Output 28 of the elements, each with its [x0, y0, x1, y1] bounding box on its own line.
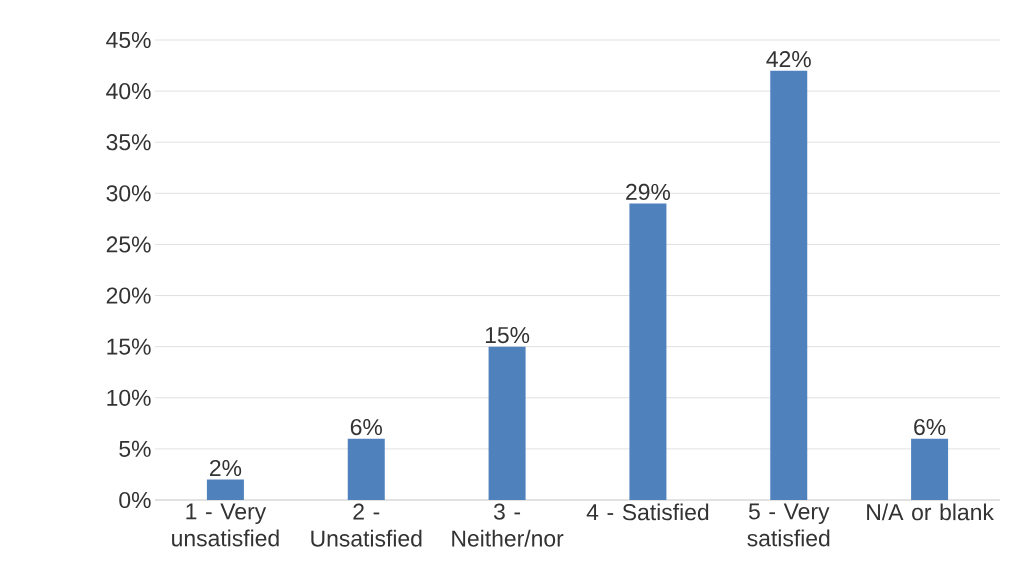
y-tick-label: 5% — [119, 440, 151, 457]
data-label: 6% — [914, 418, 946, 436]
y-tick-label: 30% — [106, 185, 151, 202]
bar — [911, 438, 949, 500]
x-tick-label: 3 - Neither/nor — [452, 503, 564, 547]
bar — [629, 203, 667, 500]
y-tick-label: 40% — [106, 83, 151, 100]
data-label: 6% — [350, 418, 382, 436]
y-tick-label: 25% — [106, 236, 151, 253]
data-label: 15% — [485, 327, 530, 344]
data-label: 42% — [766, 51, 811, 68]
bar — [347, 438, 385, 500]
x-tick-label: 2 - Unsatisfied — [311, 503, 422, 547]
y-tick-label: 45% — [106, 31, 151, 49]
y-tick-label: 20% — [106, 287, 151, 304]
x-tick-label: 4 - Satisfied — [586, 503, 709, 521]
data-label: 2% — [210, 459, 242, 477]
bar — [206, 479, 244, 500]
x-tick-label: 5 - Very satisfied — [747, 503, 830, 547]
x-tick-label: N/A or blank — [867, 503, 994, 521]
y-tick-label: 35% — [106, 134, 151, 151]
y-tick-label: 15% — [107, 338, 151, 355]
bar — [488, 346, 526, 500]
bar — [770, 70, 808, 500]
y-tick-label: 0% — [119, 491, 151, 509]
x-tick-label: 1 - Very unsatisfied — [172, 503, 279, 547]
data-label: 29% — [626, 183, 671, 201]
y-tick-label: 10% — [107, 389, 151, 406]
